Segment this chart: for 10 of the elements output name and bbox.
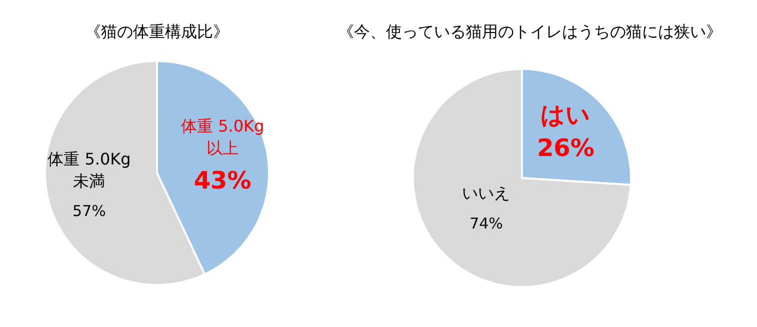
data-label: 26% xyxy=(536,134,594,162)
slice-label: いいえ xyxy=(462,184,510,203)
data-label: 43% xyxy=(194,166,252,195)
slice-label: 体重 5.0Kg 未満 xyxy=(48,149,131,190)
slice-label: 体重 5.0Kg 以上 xyxy=(180,116,264,158)
data-label: 57% xyxy=(72,202,106,220)
chart-title: 《今、使っている猫用のトイレはうちの猫には狭い》 xyxy=(337,22,723,43)
chart-title: 《猫の体重構成比》 xyxy=(85,22,229,41)
data-label: 74% xyxy=(470,214,503,232)
slice-label: はい xyxy=(540,101,591,130)
